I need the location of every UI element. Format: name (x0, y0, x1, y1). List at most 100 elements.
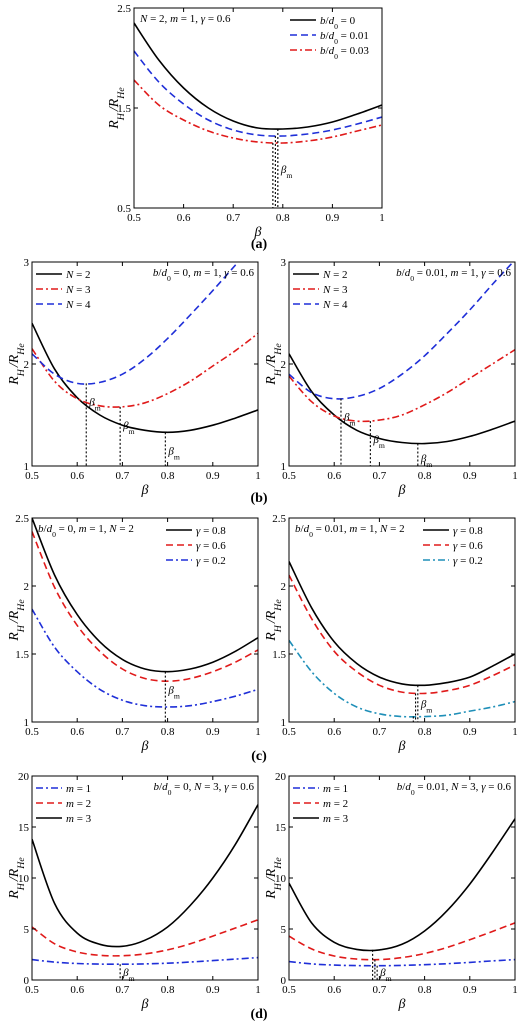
x-tick-label: 0.9 (326, 212, 340, 224)
y-axis-label: RH /RHe (5, 599, 27, 642)
legend-entry: γ = 0.2 (453, 555, 483, 567)
plot-frame (31, 517, 259, 723)
y-tick-label: 10 (18, 873, 30, 885)
panel-label-b: (b) (250, 491, 267, 506)
x-tick-label: 0.8 (418, 726, 432, 738)
x-tick-label: 1 (255, 726, 261, 738)
chart-panel-c-right: βm 0.5 0.6 0.7 0.8 0.9 1 1 1.5 2 2.5 β RH /RHe b/d0​ … (262, 513, 518, 754)
series-line-1 (289, 353, 515, 445)
series-line-1 (289, 561, 515, 687)
x-tick-label: 0.7 (116, 470, 130, 482)
y-tick-label: 1.5 (272, 649, 286, 661)
series-line-3 (32, 804, 258, 948)
series-line-2 (32, 531, 258, 683)
y-tick-label: 15 (18, 822, 30, 834)
legend-entry: b/d0​ = 0.03 (320, 45, 369, 61)
beta-m-label: βm (379, 967, 391, 983)
x-tick-label: 0.9 (206, 470, 220, 482)
x-axis-label: β (398, 739, 406, 754)
x-tick-label: 0.7 (116, 726, 130, 738)
x-tick-label: 0.9 (463, 984, 477, 996)
x-tick-label: 0.6 (327, 726, 341, 738)
x-tick-label: 0.6 (177, 212, 191, 224)
legend: γ = 0.8 γ = 0.6 γ = 0.2 (423, 525, 483, 567)
x-tick-label: 0.8 (418, 984, 432, 996)
x-tick-label: 0.8 (161, 470, 175, 482)
panel-label-c: (c) (251, 749, 267, 764)
series-line-2 (289, 574, 515, 695)
chart-panel-c-left: βm 0.5 0.6 0.7 0.8 0.9 1 1 1.5 2 2.5 β RH /RHe b/d0​ … (5, 513, 261, 754)
x-tick-label: 0.5 (127, 212, 141, 224)
legend-entry: γ = 0.6 (453, 540, 483, 552)
beta-m-label: βm (122, 420, 134, 436)
x-tick-label: 0.5 (282, 726, 296, 738)
series-line-1 (32, 322, 258, 434)
x-tick-label: 1 (512, 984, 518, 996)
series-line-2 (32, 332, 258, 408)
y-tick-label: 2 (24, 581, 30, 593)
x-tick-label: 0.7 (373, 726, 387, 738)
y-tick-label: 3 (24, 257, 30, 269)
legend-entry: m = 1 (323, 783, 348, 795)
series-line-1 (32, 518, 258, 673)
x-tick-label: 0.8 (161, 726, 175, 738)
x-tick-label: 0.5 (282, 984, 296, 996)
y-tick-label: 2 (281, 581, 287, 593)
y-tick-label: 5 (281, 924, 287, 936)
y-tick-label: 1 (281, 717, 287, 729)
x-tick-label: 0.9 (463, 470, 477, 482)
y-tick-label: 2 (281, 359, 287, 371)
x-tick-label: 0.5 (25, 984, 39, 996)
legend-entry: N = 3 (65, 284, 91, 296)
y-axis-label: RH /RHe (262, 599, 284, 642)
x-tick-label: 0.8 (418, 470, 432, 482)
y-axis-label: RH /RHe (262, 857, 284, 900)
panel-label-a: (a) (251, 237, 268, 252)
chart-panel-b-left: βm βm βm 0.5 0.6 0.7 0.8 0.9 1 1 2 3 β RH /RHe b/d0​ =… (7, 257, 261, 498)
beta-m-label: βm (167, 445, 179, 461)
panel-annotation: b/d0​ = 0.01, m = 1, N = 2 (295, 523, 405, 539)
beta-m-label: βm (167, 685, 179, 701)
series-line-3 (289, 639, 515, 718)
y-tick-label: 3 (281, 257, 287, 269)
series-line-3 (289, 262, 515, 400)
x-tick-label: 0.7 (116, 984, 130, 996)
legend-entry: b/d0​ = 0 (320, 15, 356, 31)
x-tick-label: 0.8 (161, 984, 175, 996)
x-tick-label: 0.9 (206, 726, 220, 738)
y-tick-label: 1.5 (15, 649, 29, 661)
legend: γ = 0.8 γ = 0.6 γ = 0.2 (166, 525, 226, 567)
series-line-1 (289, 958, 515, 967)
x-axis-label: β (398, 483, 406, 498)
x-tick-label: 1 (255, 984, 261, 996)
x-tick-label: 0.7 (226, 212, 240, 224)
legend-entry: N = 2 (322, 269, 348, 281)
chart-panel-b-right: βm βm βm 0.5 0.6 0.7 0.8 0.9 1 1 2 3 β RH /RHe b/d0​ =… (264, 257, 518, 498)
x-tick-label: 0.6 (70, 726, 84, 738)
legend-entry: γ = 0.8 (196, 525, 226, 537)
legend: N = 2 N = 3 N = 4 (293, 269, 348, 311)
series-line-3 (134, 79, 382, 144)
x-axis-label: β (141, 483, 149, 498)
x-tick-label: 0.7 (373, 470, 387, 482)
x-tick-label: 0.6 (327, 470, 341, 482)
y-tick-label: 20 (275, 771, 287, 783)
y-tick-label: 0.5 (117, 203, 131, 215)
legend-entry: N = 4 (65, 299, 91, 311)
panel-annotation: b/d0​ = 0.01, N = 3, γ = 0.6 (397, 781, 512, 797)
panel-annotation: N = 2, m = 1, γ = 0.6 (139, 13, 231, 25)
legend-entry: m = 3 (66, 813, 92, 825)
legend-entry: m = 2 (323, 798, 348, 810)
y-tick-label: 0 (281, 975, 287, 987)
x-axis-label: β (398, 997, 406, 1012)
legend-entry: m = 2 (66, 798, 91, 810)
series-line-2 (289, 922, 515, 961)
panel-label-d: (d) (250, 1007, 267, 1022)
beta-m-label: βm (88, 396, 100, 412)
x-tick-label: 0.9 (206, 984, 220, 996)
legend: m = 1 m = 2 m = 3 (36, 783, 92, 825)
x-tick-label: 0.9 (463, 726, 477, 738)
x-axis-label: β (141, 997, 149, 1012)
x-axis-label: β (141, 739, 149, 754)
